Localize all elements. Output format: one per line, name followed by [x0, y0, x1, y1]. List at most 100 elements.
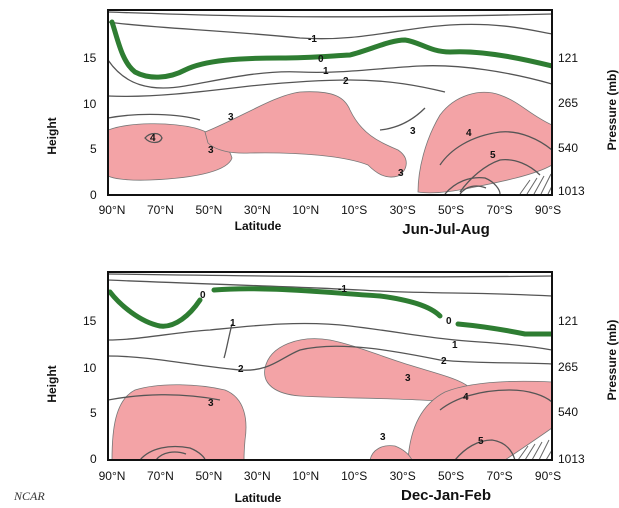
- jja-contour-2: [108, 79, 446, 98]
- jja-label-1: 1: [323, 66, 329, 77]
- jja-xtick-8: 70°S: [487, 203, 513, 217]
- djf-label-0b: 0: [446, 316, 452, 327]
- djf-shade-tongue: [369, 445, 413, 460]
- djf-xtick-7: 50°S: [438, 469, 464, 483]
- djf-contour-5: [454, 439, 516, 460]
- djf-label-1a: 1: [230, 318, 236, 329]
- djf-y-ticks-right: 1013 540 265 121: [558, 314, 585, 466]
- djf-ytick-5: 5: [90, 406, 97, 420]
- djf-x-ticks: 90°N 70°N 50°N 30°N 10°N 10°S 30°S 50°S 70°S 90°S: [99, 469, 561, 483]
- jja-y-ticks-right: 1013 540 265 121: [558, 51, 585, 198]
- jja-contour-5: [459, 159, 541, 193]
- jja-x-ticks: 90°N 70°N 50°N 30°N 10°N 10°S 30°S 50°S 70°S 90°S: [99, 203, 561, 217]
- jja-contour-3a: [108, 113, 201, 121]
- djf-xtick-5: 10°S: [341, 469, 367, 483]
- jja-polar-cluster: [444, 176, 501, 195]
- djf-contour-m1: [108, 279, 552, 297]
- jja-ylabel-height: Height: [45, 117, 59, 154]
- jja-shade-north: [108, 123, 233, 181]
- jja-shade-central: [204, 91, 407, 178]
- djf-contour-0a: [108, 289, 203, 329]
- jja-xtick-0: 90°N: [99, 203, 126, 217]
- panel-jja: -1 0 1 2 3 3 3 3 4 4 5 0 5 10 15 1013 54…: [45, 9, 619, 238]
- djf-polar-cluster-inner: [155, 451, 187, 460]
- djf-label-3a: 3: [208, 398, 214, 409]
- djf-ptick-1013: 1013: [558, 452, 585, 466]
- djf-season-label: Dec-Jan-Feb: [401, 487, 491, 504]
- jja-label-3c: 3: [410, 126, 416, 137]
- jja-label-4a: 4: [150, 133, 156, 144]
- credit-ncar: NCAR: [13, 489, 45, 503]
- jja-xtick-4: 10°N: [292, 203, 319, 217]
- djf-label-3b: 3: [405, 373, 411, 384]
- jja-label-4b: 4: [466, 128, 472, 139]
- jja-ptick-1013: 1013: [558, 184, 585, 198]
- jja-contour-0: [109, 19, 552, 80]
- djf-label-2b: 2: [441, 356, 447, 367]
- djf-xtick-4: 10°N: [292, 469, 319, 483]
- djf-xtick-3: 30°N: [244, 469, 271, 483]
- djf-contour-0c: [455, 321, 552, 337]
- djf-y-ticks-left: 0 5 10 15: [83, 314, 97, 466]
- jja-xtick-2: 50°N: [195, 203, 222, 217]
- djf-ytick-0: 0: [90, 452, 97, 466]
- djf-plot-frame: [107, 271, 553, 461]
- djf-label-0a: 0: [200, 290, 206, 301]
- jja-xtick-7: 50°S: [438, 203, 464, 217]
- djf-ptick-265: 265: [558, 360, 578, 374]
- jja-ytick-5: 5: [90, 142, 97, 156]
- djf-hatch: [517, 439, 552, 460]
- djf-label-5: 5: [478, 436, 484, 447]
- djf-label-4: 4: [463, 392, 469, 403]
- djf-xtick-0: 90°N: [99, 469, 126, 483]
- djf-xtick-8: 70°S: [487, 469, 513, 483]
- jja-shade-south: [417, 91, 552, 194]
- jja-plot-frame: [107, 9, 553, 196]
- jja-contour-4: [439, 131, 552, 166]
- djf-xtick-6: 30°S: [390, 469, 416, 483]
- jja-xtick-3: 30°N: [244, 203, 271, 217]
- djf-contour-0b: [211, 286, 443, 319]
- djf-shade-north: [111, 384, 247, 460]
- jja-label-5: 5: [490, 150, 496, 161]
- djf-label-1b: 1: [452, 340, 458, 351]
- djf-xtick-2: 50°N: [195, 469, 222, 483]
- jja-label-0: 0: [318, 54, 324, 65]
- jja-label-2: 2: [343, 76, 349, 87]
- jja-label-m1: -1: [308, 34, 317, 45]
- jja-label-3a: 3: [228, 112, 234, 123]
- djf-contour-2: [108, 345, 552, 371]
- djf-label-3c: 3: [380, 432, 386, 443]
- jja-hatch: [519, 173, 552, 195]
- jja-ytick-0: 0: [90, 188, 97, 202]
- jja-ptick-540: 540: [558, 141, 578, 155]
- jja-contour-4-small: [144, 132, 163, 144]
- jja-label-3b: 3: [208, 145, 214, 156]
- jja-y-ticks-left: 0 5 10 15: [83, 51, 97, 202]
- jja-contour-3b: [379, 107, 426, 131]
- jja-xtick-1: 70°N: [147, 203, 174, 217]
- jja-contour-labels: -1 0 1 2 3 3 3 3 4 4 5: [150, 34, 496, 179]
- djf-contour-1: [108, 322, 552, 351]
- jja-contour-m1: [108, 21, 552, 40]
- djf-ylabel-height: Height: [45, 365, 59, 402]
- jja-xtick-5: 10°S: [341, 203, 367, 217]
- panel-djf: -1 0 0 1 1 2 2 3 3 3 4 5 0 5 10 15 1013 …: [45, 271, 619, 505]
- jja-xlabel: Latitude: [235, 219, 282, 233]
- djf-label-m1: -1: [338, 284, 347, 295]
- jja-label-3d: 3: [398, 168, 404, 179]
- jja-xtick-9: 90°S: [535, 203, 561, 217]
- djf-ptick-540: 540: [558, 405, 578, 419]
- djf-ytick-10: 10: [83, 361, 97, 375]
- djf-shade-south: [407, 380, 552, 460]
- djf-xtick-9: 90°S: [535, 469, 561, 483]
- jja-ptick-121: 121: [558, 51, 578, 65]
- djf-ytick-15: 15: [83, 314, 97, 328]
- djf-contour-3: [108, 394, 221, 401]
- djf-xtick-1: 70°N: [147, 469, 174, 483]
- djf-polar-cluster: [139, 445, 206, 460]
- jja-contour-top: [108, 11, 552, 18]
- djf-contour-top: [108, 273, 552, 278]
- jja-ptick-265: 265: [558, 96, 578, 110]
